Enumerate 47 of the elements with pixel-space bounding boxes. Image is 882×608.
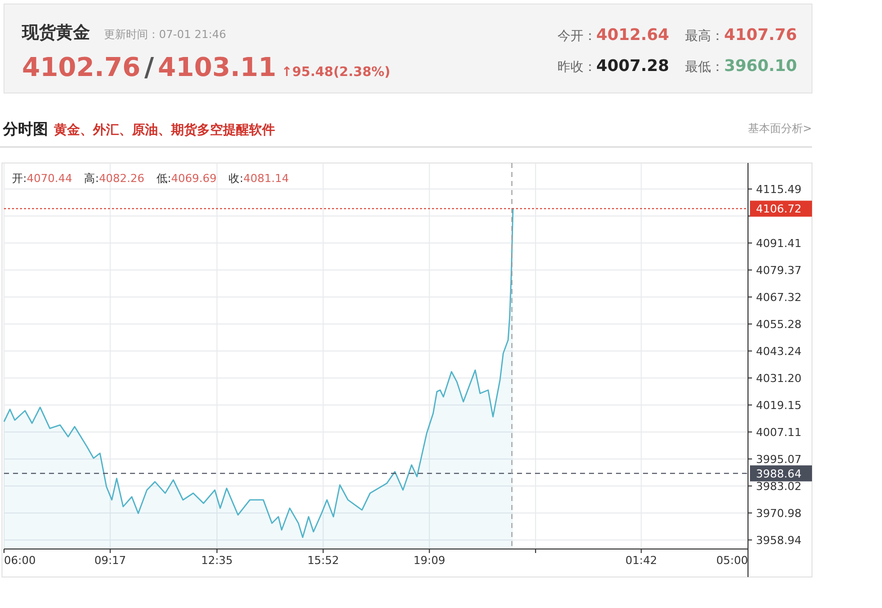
y-tick-label: 4031.20 <box>756 372 802 385</box>
y-tick-label: 4091.41 <box>756 237 802 250</box>
x-tick-label: 19:09 <box>414 554 446 567</box>
annotation: 开: <box>12 172 27 185</box>
chart-subtitle: 更新时间：07-01 21:46 <box>104 28 226 41</box>
y-tick-label: 4067.32 <box>756 291 802 304</box>
text: 基本面分析> <box>748 122 812 135</box>
text: 3960.10 <box>724 56 797 75</box>
text: 分时图 <box>2 120 48 138</box>
ref-line-label: 3988.64 <box>756 467 802 480</box>
text: ↑95.48(2.38%) <box>281 65 390 80</box>
y-tick-label: 4055.28 <box>756 318 802 331</box>
y-tick-label: 4079.37 <box>756 264 802 277</box>
text: 最高： <box>685 28 724 44</box>
y-tick-label: 4043.24 <box>756 344 802 358</box>
text: 4107.76 <box>724 25 797 44</box>
annotation: 4069.69 <box>171 172 217 185</box>
y-tick-label: 3983.02 <box>756 480 802 493</box>
annotation: 4082.26 <box>98 172 144 185</box>
annotation: 4070.44 <box>26 172 72 185</box>
text: 最低： <box>685 60 724 75</box>
x-tick-label: 01:42 <box>625 554 658 567</box>
text: 4103.11 <box>158 53 276 83</box>
x-tick-label: 15:52 <box>307 554 340 567</box>
annotation: 高: <box>84 172 99 185</box>
annotation: 低: <box>156 172 172 185</box>
text: 4012.64 <box>596 25 670 44</box>
y-tick-label: 3970.98 <box>756 506 802 520</box>
text: 昨收： <box>557 60 596 75</box>
y-tick-label: 4019.15 <box>756 398 802 412</box>
text: 黄金、外汇、原油、期货多空提醒软件 <box>53 122 275 138</box>
x-tick-label: 05:00 <box>716 554 748 567</box>
chart-title: 现货黄金 <box>21 23 90 43</box>
annotation: 4081.14 <box>243 172 289 185</box>
y-tick-label: 4007.11 <box>756 426 802 439</box>
y-tick-label: 3958.94 <box>756 534 802 547</box>
text: 4102.76 <box>22 53 140 83</box>
x-tick-label: 12:35 <box>201 554 233 567</box>
y-tick-label: 3995.07 <box>756 452 802 466</box>
text: 4007.28 <box>596 56 670 75</box>
x-tick-label: 09:17 <box>94 554 126 567</box>
ref-line-label: 4106.72 <box>756 202 802 216</box>
text: 今开： <box>557 29 596 44</box>
text: / <box>144 53 154 83</box>
annotation: 收: <box>228 172 244 185</box>
y-tick-label: 4115.49 <box>756 183 802 196</box>
x-tick-label: 06:00 <box>4 554 36 567</box>
